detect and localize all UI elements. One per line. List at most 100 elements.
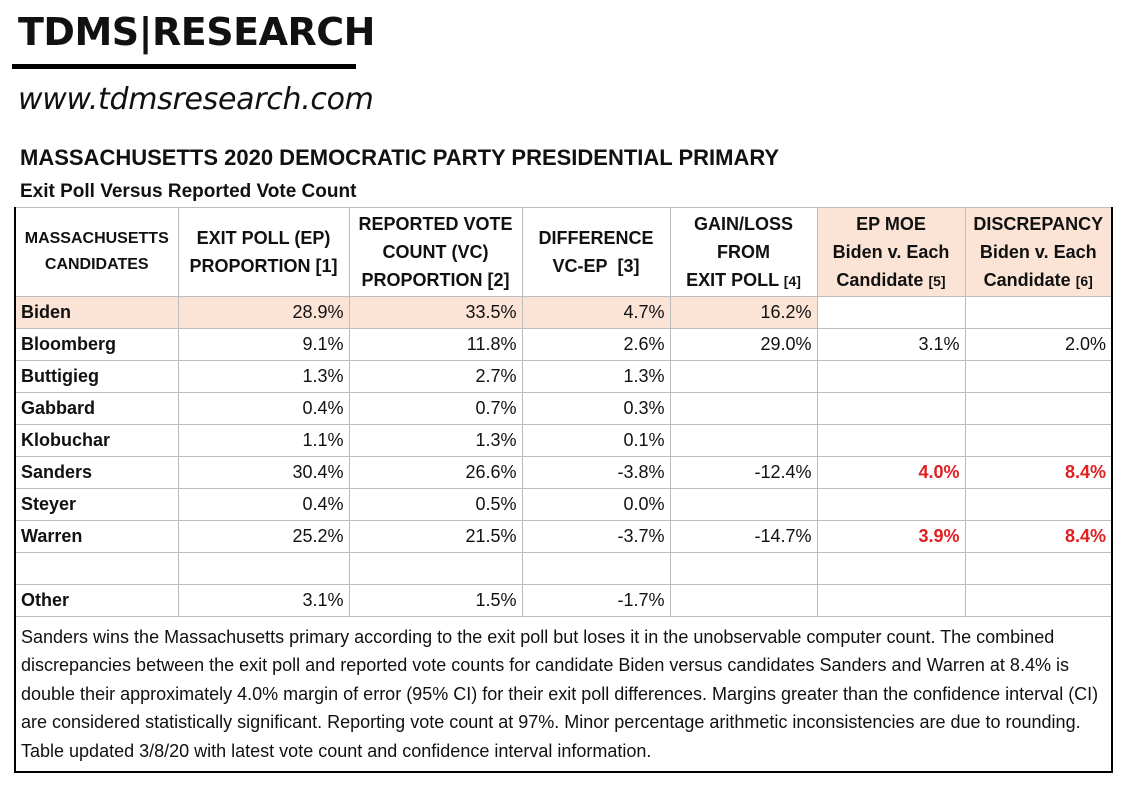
cell-vote-count: 1.5% [348, 584, 523, 617]
cell-difference: 4.7% [521, 296, 671, 329]
col-header-difference-ref: [3] [617, 256, 640, 276]
table-row: Steyer 0.4% 0.5% 0.0% [14, 488, 1113, 521]
col-header-exit-poll-ref: [1] [315, 256, 338, 276]
cell-candidate: Warren [14, 520, 179, 553]
table-row: Biden 28.9% 33.5% 4.7% 16.2% [14, 296, 1113, 329]
cell-difference: -3.8% [521, 456, 671, 489]
cell-gain-loss: -12.4% [669, 456, 818, 489]
website-url[interactable]: www.tdmsresearch.com [18, 82, 374, 117]
cell-discrepancy: 8.4% [964, 520, 1113, 553]
cell-ep-moe [816, 552, 966, 585]
note-row: Sanders wins the Massachusetts primary a… [14, 616, 1113, 774]
table-footnote: Sanders wins the Massachusetts primary a… [14, 616, 1113, 774]
col-header-exit-poll-line1: EXIT POLL (EP) [196, 228, 331, 248]
col-header-discrepancy-line2: Biden v. Each [979, 241, 1097, 262]
cell-ep-moe [816, 424, 966, 457]
cell-difference: 0.3% [521, 392, 671, 425]
col-header-gain-loss-line2: FROM [717, 241, 770, 262]
col-header-difference: DIFFERENCE VC-EP [3] [521, 207, 671, 297]
cell-vote-count: 33.5% [348, 296, 523, 329]
cell-difference: -3.7% [521, 520, 671, 553]
col-header-vote-count: REPORTED VOTE COUNT (VC) PROPORTION [2] [348, 207, 523, 297]
cell-difference: 2.6% [521, 328, 671, 361]
cell-ep-moe [816, 488, 966, 521]
cell-discrepancy [964, 424, 1113, 457]
col-header-ep-moe-line2: Biden v. Each [832, 241, 950, 262]
cell-discrepancy [964, 392, 1113, 425]
cell-exit-poll: 9.1% [177, 328, 350, 361]
cell-exit-poll: 0.4% [177, 392, 350, 425]
cell-gain-loss [669, 424, 818, 457]
table-row: Bloomberg 9.1% 11.8% 2.6% 29.0% 3.1% 2.0… [14, 328, 1113, 361]
cell-difference: 1.3% [521, 360, 671, 393]
cell-vote-count: 21.5% [348, 520, 523, 553]
cell-discrepancy: 2.0% [964, 328, 1113, 361]
cell-ep-moe [816, 296, 966, 329]
cell-candidate: Bloomberg [14, 328, 179, 361]
col-header-ep-moe-line1: EP MOE [856, 213, 926, 234]
cell-difference: -1.7% [521, 584, 671, 617]
cell-vote-count: 2.7% [348, 360, 523, 393]
col-header-vote-count-line1: REPORTED VOTE [358, 214, 513, 234]
cell-discrepancy [964, 552, 1113, 585]
table-row: Other 3.1% 1.5% -1.7% [14, 584, 1113, 617]
cell-difference [521, 552, 671, 585]
col-header-difference-line1: DIFFERENCE [538, 228, 654, 248]
col-header-discrepancy-line1: DISCREPANCY [973, 213, 1104, 234]
col-header-candidates-line2: CANDIDATES [44, 256, 149, 273]
cell-gain-loss [669, 360, 818, 393]
cell-ep-moe: 4.0% [816, 456, 966, 489]
table-row: Klobuchar 1.1% 1.3% 0.1% [14, 424, 1113, 457]
cell-difference: 0.0% [521, 488, 671, 521]
table-row: Gabbard 0.4% 0.7% 0.3% [14, 392, 1113, 425]
cell-candidate: Other [14, 584, 179, 617]
col-header-gain-loss-ref: [4] [783, 272, 801, 289]
results-table: MASSACHUSETTS CANDIDATES EXIT POLL (EP) … [14, 207, 1113, 774]
cell-ep-moe: 3.9% [816, 520, 966, 553]
cell-discrepancy [964, 488, 1113, 521]
cell-candidate: Biden [14, 296, 179, 329]
col-header-candidates: MASSACHUSETTS CANDIDATES [14, 207, 179, 297]
cell-candidate: Klobuchar [14, 424, 179, 457]
col-header-vote-count-line2: COUNT (VC) [382, 242, 489, 262]
col-header-discrepancy-line3: Candidate [983, 269, 1071, 290]
cell-candidate: Buttigieg [14, 360, 179, 393]
cell-gain-loss [669, 392, 818, 425]
page-title: MASSACHUSETTS 2020 DEMOCRATIC PARTY PRES… [20, 145, 780, 170]
cell-ep-moe [816, 360, 966, 393]
cell-candidate: Steyer [14, 488, 179, 521]
col-header-gain-loss: GAIN/LOSS FROM EXIT POLL [4] [669, 207, 818, 297]
cell-exit-poll: 30.4% [177, 456, 350, 489]
cell-gain-loss: 16.2% [669, 296, 818, 329]
col-header-gain-loss-line3: EXIT POLL [686, 269, 779, 290]
col-header-exit-poll-line2: PROPORTION [189, 256, 311, 276]
cell-vote-count: 11.8% [348, 328, 523, 361]
table-row: Sanders 30.4% 26.6% -3.8% -12.4% 4.0% 8.… [14, 456, 1113, 489]
cell-vote-count: 26.6% [348, 456, 523, 489]
table-row-empty [14, 552, 1113, 585]
logo-underline [12, 64, 356, 69]
col-header-difference-line2: VC-EP [552, 256, 608, 276]
logo-text: TDMS|RESEARCH [18, 10, 375, 54]
col-header-vote-count-ref: [2] [487, 270, 510, 290]
cell-candidate: Gabbard [14, 392, 179, 425]
table-row: Buttigieg 1.3% 2.7% 1.3% [14, 360, 1113, 393]
col-header-ep-moe-ref: [5] [928, 272, 946, 289]
table-row: Warren 25.2% 21.5% -3.7% -14.7% 3.9% 8.4… [14, 520, 1113, 553]
cell-exit-poll: 0.4% [177, 488, 350, 521]
cell-gain-loss: -14.7% [669, 520, 818, 553]
cell-vote-count [348, 552, 523, 585]
cell-exit-poll: 1.3% [177, 360, 350, 393]
col-header-candidates-line1: MASSACHUSETTS [24, 230, 169, 247]
col-header-ep-moe: EP MOE Biden v. Each Candidate [5] [816, 207, 966, 297]
page-subtitle: Exit Poll Versus Reported Vote Count [20, 181, 357, 202]
cell-gain-loss [669, 584, 818, 617]
cell-discrepancy [964, 360, 1113, 393]
col-header-gain-loss-line1: GAIN/LOSS [693, 213, 793, 234]
header-row: MASSACHUSETTS CANDIDATES EXIT POLL (EP) … [14, 207, 1113, 297]
cell-exit-poll: 1.1% [177, 424, 350, 457]
cell-exit-poll: 28.9% [177, 296, 350, 329]
cell-exit-poll: 3.1% [177, 584, 350, 617]
cell-discrepancy: 8.4% [964, 456, 1113, 489]
cell-exit-poll: 25.2% [177, 520, 350, 553]
